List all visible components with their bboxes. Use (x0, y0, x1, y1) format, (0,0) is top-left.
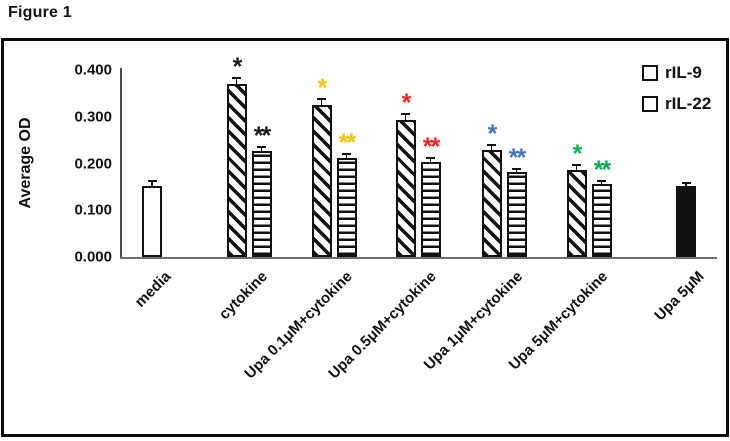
bar-rIL-22 (591, 184, 612, 257)
error-bar-cap (597, 180, 606, 182)
bar-rIL-22 (251, 151, 272, 257)
significance-asterisks: * (487, 120, 498, 148)
error-bar (235, 77, 238, 84)
bar-rIL-22 (506, 172, 527, 257)
bar-rIL-22 (336, 158, 357, 257)
legend-item: rIL-9 (642, 63, 711, 83)
error-bar (575, 164, 578, 170)
legend-swatch-horizontal (642, 96, 658, 112)
error-bar (404, 113, 407, 120)
error-bar (490, 144, 493, 150)
significance-asterisks: ** (253, 122, 272, 150)
error-bar-cap (512, 168, 521, 170)
error-bar (515, 168, 518, 172)
y-axis-tick-label: 0.000 (74, 248, 112, 266)
legend-label: rIL-22 (665, 94, 712, 113)
error-bar-cap (572, 164, 581, 166)
bar-rIL-9 (481, 150, 502, 257)
legend-swatch-diagonal (642, 65, 658, 81)
y-axis-tick-label: 0.200 (74, 155, 112, 172)
bar-Upa 5μM (676, 186, 696, 257)
x-axis-label: cytokine (215, 268, 272, 324)
bar-rIL-22 (420, 162, 441, 257)
plot-area: Average OD rIL-9 rIL-22 0.000 0.100 0.200 0.… (4, 41, 726, 434)
error-bar (345, 153, 348, 158)
significance-asterisks: * (232, 53, 243, 81)
error-bar-cap (426, 157, 435, 159)
error-bar-cap (681, 182, 691, 184)
legend: rIL-9 rIL-22 (642, 63, 711, 114)
error-bar-cap (147, 180, 157, 182)
error-bar (429, 157, 432, 162)
bar-rIL-9 (566, 170, 587, 257)
x-axis-label: media (131, 268, 175, 311)
error-bar (320, 98, 323, 105)
bar-rIL-9 (311, 105, 332, 257)
y-axis-line (120, 68, 122, 259)
y-axis-tick-label: 0.100 (74, 201, 112, 219)
error-bar (685, 182, 687, 186)
error-bar-cap (257, 146, 266, 148)
error-bar-cap (317, 98, 326, 100)
bar-rIL-9 (226, 84, 247, 257)
error-bar-cap (401, 113, 410, 115)
bar-rIL-9 (395, 120, 416, 257)
y-axis-tick-label: 0.300 (74, 108, 112, 126)
error-bar (151, 180, 153, 186)
significance-asterisks: ** (422, 133, 441, 161)
significance-asterisks: * (317, 74, 328, 102)
significance-asterisks: ** (508, 144, 527, 172)
x-axis-line (120, 257, 717, 259)
significance-asterisks: * (401, 89, 412, 117)
legend-label: rIL-9 (665, 63, 702, 82)
figure-label: Figure 1 (8, 4, 72, 21)
error-bar-cap (342, 153, 351, 155)
error-bar (260, 146, 263, 151)
legend-item: rIL-22 (642, 94, 711, 114)
error-bar-cap (232, 77, 241, 79)
significance-asterisks: ** (593, 156, 612, 184)
bar-media (142, 186, 162, 257)
error-bar (600, 180, 603, 184)
significance-asterisks: * (572, 140, 583, 168)
significance-asterisks: ** (338, 129, 357, 157)
error-bar-cap (487, 144, 496, 146)
chart-frame: Average OD rIL-9 rIL-22 0.000 0.100 0.200 0.… (1, 38, 729, 437)
x-axis-label: Upa 5μM (651, 268, 709, 325)
y-axis-tick-label: 0.400 (74, 61, 112, 79)
